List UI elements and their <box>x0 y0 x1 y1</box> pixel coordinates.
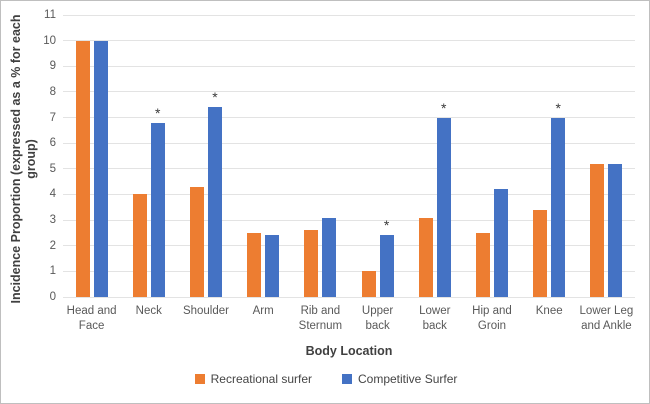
gridline-y-2 <box>63 245 635 247</box>
legend-swatch-recreational-surfer <box>194 374 205 384</box>
bar-recreational-surfer-lower-back <box>418 217 433 297</box>
x-axis-label-head-and-face: Head and Face <box>66 305 117 332</box>
bar-group-upper-back: * <box>349 15 406 297</box>
x-axis-label-lower-back: Lower back <box>419 305 451 332</box>
x-axis-label-hip-and-groin: Hip and Groin <box>472 305 512 332</box>
x-axis-label-rib-and-sternum: Rib and Sternum <box>298 305 343 332</box>
bar-recreational-surfer-upper-back <box>361 271 376 297</box>
bar-recreational-surfer-rib-and-sternum <box>304 230 319 297</box>
gridline-y-9 <box>63 65 635 67</box>
plot-area: * * * * * <box>63 14 635 298</box>
bar-competitive-surfer-neck: * <box>150 106 165 297</box>
y-tick-label-1: 1 <box>49 265 56 278</box>
y-tick-label-0: 0 <box>49 291 56 303</box>
gridline-y-4 <box>63 193 635 195</box>
gridline-y-11 <box>63 14 635 16</box>
legend: Recreational surfer Competitive Surfer <box>1 372 649 386</box>
bar-competitive-surfer-arm <box>265 235 280 297</box>
bar-group-rib-and-sternum <box>292 15 349 297</box>
significance-asterisk: * <box>555 99 561 116</box>
bar-group-shoulder: * <box>177 15 234 297</box>
bar-recreational-surfer-arm <box>247 232 262 297</box>
bar-group-knee: * <box>521 15 578 297</box>
y-tick-label-5: 5 <box>49 162 56 175</box>
y-tick-label-10: 10 <box>43 34 56 47</box>
x-axis-label-shoulder: Shoulder <box>182 305 229 317</box>
significance-asterisk: * <box>212 89 218 106</box>
bar-group-head-and-face <box>63 15 120 297</box>
bar-recreational-surfer-head-and-face <box>75 40 90 297</box>
bar-competitive-surfer-hip-and-groin <box>493 189 508 297</box>
y-tick-label-7: 7 <box>49 111 56 124</box>
x-axis-label-neck: Neck <box>135 305 162 317</box>
gridline-y-5 <box>63 168 635 170</box>
x-axis-label-upper-back: Upper back <box>361 305 394 332</box>
y-tick-label-11: 11 <box>44 9 56 21</box>
x-axis-label-lower-leg-and-ankle: Lower Leg and Ankle <box>579 305 634 332</box>
legend-label-competitive-surfer: Competitive Surfer <box>358 372 458 386</box>
bar-competitive-surfer-lower-leg-and-ankle <box>608 163 623 297</box>
legend-item-competitive-surfer: Competitive Surfer <box>342 372 457 386</box>
bar-competitive-surfer-rib-and-sternum <box>322 217 337 297</box>
bar-group-arm <box>235 15 292 297</box>
bar-recreational-surfer-lower-leg-and-ankle <box>590 163 605 297</box>
y-tick-label-3: 3 <box>49 214 56 227</box>
bar-recreational-surfer-hip-and-groin <box>475 232 490 297</box>
bar-recreational-surfer-shoulder <box>189 186 204 297</box>
bar-group-hip-and-groin <box>463 15 520 297</box>
y-axis-ticks: 0 1 2 3 4 5 6 7 8 9 10 11 <box>1 1 56 403</box>
bar-recreational-surfer-knee <box>533 209 548 297</box>
y-tick-label-8: 8 <box>49 85 56 98</box>
y-tick-label-9: 9 <box>49 60 56 73</box>
significance-asterisk: * <box>383 217 390 234</box>
x-axis-label-arm: Arm <box>252 305 274 317</box>
x-axis-title: Body Location <box>305 344 393 358</box>
bar-competitive-surfer-head-and-face <box>93 40 108 297</box>
legend-item-recreational-surfer: Recreational surfer <box>194 372 312 386</box>
bar-recreational-surfer-neck <box>132 194 147 297</box>
x-axis-label-knee: Knee <box>535 305 563 317</box>
gridline-y-0 <box>63 296 635 298</box>
x-axis-labels: Head and Face Neck Shoulder Arm Rib and Sternu… <box>63 304 635 338</box>
significance-asterisk: * <box>155 104 161 121</box>
bar-group-neck: * <box>120 15 177 297</box>
y-tick-label-6: 6 <box>49 137 56 150</box>
gridline-y-6 <box>63 142 635 144</box>
gridline-y-7 <box>63 117 635 119</box>
bar-group-lower-leg-and-ankle <box>578 15 635 297</box>
y-tick-label-2: 2 <box>49 239 56 252</box>
gridline-y-3 <box>63 219 635 221</box>
bar-competitive-surfer-knee: * <box>551 101 566 297</box>
y-tick-label-4: 4 <box>49 188 56 201</box>
gridline-y-10 <box>63 40 635 42</box>
legend-swatch-competitive-surfer <box>342 374 352 384</box>
significance-asterisk: * <box>441 99 447 116</box>
bar-group-lower-back: * <box>406 15 463 297</box>
bar-competitive-surfer-shoulder: * <box>207 90 222 297</box>
bar-competitive-surfer-upper-back: * <box>379 218 394 297</box>
gridline-y-1 <box>63 270 635 272</box>
legend-label-recreational-surfer: Recreational surfer <box>210 372 312 386</box>
gridline-y-8 <box>63 91 635 93</box>
bar-competitive-surfer-lower-back: * <box>436 101 451 297</box>
